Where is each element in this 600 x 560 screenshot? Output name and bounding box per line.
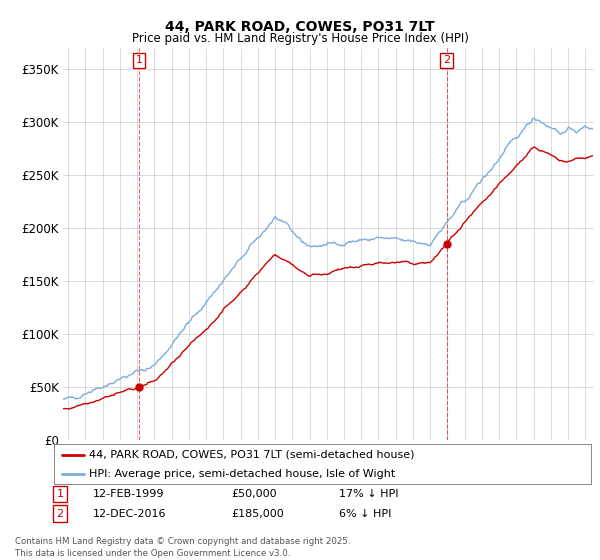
Text: 2: 2 [443, 55, 450, 66]
Text: 12-FEB-1999: 12-FEB-1999 [93, 489, 164, 499]
Text: 44, PARK ROAD, COWES, PO31 7LT (semi-detached house): 44, PARK ROAD, COWES, PO31 7LT (semi-det… [89, 450, 415, 460]
Text: 1: 1 [56, 489, 64, 499]
Text: HPI: Average price, semi-detached house, Isle of Wight: HPI: Average price, semi-detached house,… [89, 469, 395, 479]
Text: £50,000: £50,000 [231, 489, 277, 499]
Text: 44, PARK ROAD, COWES, PO31 7LT: 44, PARK ROAD, COWES, PO31 7LT [165, 20, 435, 34]
Text: 2: 2 [56, 508, 64, 519]
Text: £185,000: £185,000 [231, 508, 284, 519]
Text: 6% ↓ HPI: 6% ↓ HPI [339, 508, 391, 519]
Text: 17% ↓ HPI: 17% ↓ HPI [339, 489, 398, 499]
Text: 1: 1 [136, 55, 143, 66]
Text: Contains HM Land Registry data © Crown copyright and database right 2025.
This d: Contains HM Land Registry data © Crown c… [15, 537, 350, 558]
Text: 12-DEC-2016: 12-DEC-2016 [93, 508, 167, 519]
Text: Price paid vs. HM Land Registry's House Price Index (HPI): Price paid vs. HM Land Registry's House … [131, 32, 469, 45]
